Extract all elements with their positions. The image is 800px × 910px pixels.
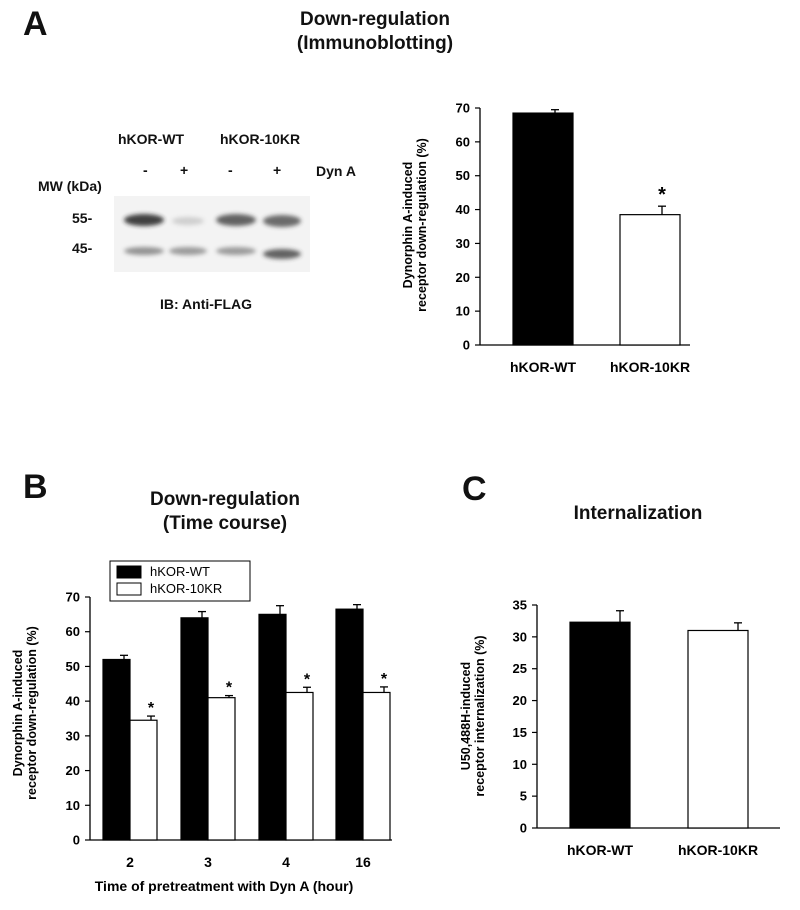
chart-b-plot: 0 10 20 30 40 50 60 70 2 3 4 16 * * * * (66, 590, 392, 870)
chart-b-bar-s0-0 (102, 658, 131, 841)
chart-c-xtick-label-1: hKOR-10KR (678, 842, 758, 858)
chart-c-ylabel-line1: U50,488H-induced (459, 662, 473, 770)
chart-a-ylabel-line1: Dynorphin A-induced (401, 162, 415, 289)
chart-c-ytick-label-0: 0 (520, 821, 527, 836)
chart-c-ytick-label-25: 25 (513, 661, 527, 676)
chart-a-ytick-label-10: 10 (456, 304, 470, 319)
blot-group-label-10kr: hKOR-10KR (220, 131, 301, 147)
chart-b-bar-s0-3 (335, 608, 364, 841)
chart-c-plot: 0 5 10 15 20 25 30 35 hKOR-WT hKOR-10KR (513, 598, 780, 858)
chart-b-ylabel-line1: Dynorphin A-induced (11, 650, 25, 777)
chart-c: U50,488H-induced receptor internalizatio… (459, 598, 780, 858)
chart-b-ytick-label-70: 70 (66, 590, 80, 605)
chart-a-ytick-label-60: 60 (456, 134, 470, 149)
blot-lane-treatment-3: - (228, 162, 233, 178)
blot-ib-label: IB: Anti-FLAG (160, 296, 253, 312)
chart-a: Dynorphin A-induced receptor down-regula… (401, 101, 691, 376)
chart-a-ytick-label-20: 20 (456, 270, 470, 285)
chart-b-ytick-label-10: 10 (66, 798, 80, 813)
chart-b-bar-s1-0 (129, 719, 158, 841)
chart-c-ytick-label-5: 5 (520, 789, 527, 804)
chart-b-xtick-label-3: 16 (355, 854, 371, 870)
chart-b: Dynorphin A-induced receptor down-regula… (11, 560, 392, 894)
chart-b-legend-label-10kr: hKOR-10KR (150, 581, 222, 596)
blot-lane-treatment-2: + (180, 162, 189, 178)
chart-b-legend-swatch-wt (116, 565, 142, 579)
panel-b-letter: B (23, 468, 48, 506)
chart-c-ytick-label-30: 30 (513, 629, 527, 644)
chart-b-ytick-label-40: 40 (66, 694, 80, 709)
chart-b-significance-1: * (226, 680, 233, 697)
chart-c-bar-0 (569, 621, 631, 829)
panel-a-title-line1: Down-regulation (300, 9, 450, 30)
chart-c-ylabel: U50,488H-induced receptor internalizatio… (459, 635, 487, 796)
chart-a-bar-1 (619, 214, 681, 346)
chart-a-ytick-label-40: 40 (456, 202, 470, 217)
chart-b-ytick-label-20: 20 (66, 763, 80, 778)
panel-a-title-line2: (Immunoblotting) (296, 33, 454, 54)
chart-b-ytick-label-0: 0 (73, 833, 80, 848)
chart-c-ytick-label-20: 20 (513, 693, 527, 708)
chart-b-ylabel: Dynorphin A-induced receptor down-regula… (11, 626, 39, 800)
chart-a-ytick-label-30: 30 (456, 236, 470, 251)
blot-marker-55: 55- (72, 210, 93, 226)
chart-a-ytick-label-0: 0 (463, 338, 470, 353)
chart-b-significance-3: * (381, 671, 388, 688)
chart-c-ylabel-line2: receptor internalization (%) (473, 635, 487, 796)
chart-b-ylabel-line2: receptor down-regulation (%) (25, 626, 39, 800)
chart-b-ytick-label-60: 60 (66, 624, 80, 639)
chart-b-bar-s0-2 (258, 613, 287, 841)
panel-b-title-line2: (Time course) (162, 513, 288, 534)
chart-b-xtick-label-2: 4 (282, 854, 290, 870)
chart-a-ytick-label-50: 50 (456, 168, 470, 183)
chart-c-ytick-label-15: 15 (513, 725, 527, 740)
chart-b-legend-swatch-10kr (116, 582, 142, 596)
chart-a-plot: 0 10 20 30 40 50 60 70 hKOR-WT hKOR-10KR * (456, 101, 691, 376)
chart-b-bar-s0-1 (180, 617, 209, 841)
chart-a-significance-1: * (658, 184, 666, 206)
chart-c-bar-1 (687, 629, 749, 829)
chart-a-bar-0 (512, 112, 574, 346)
chart-a-ytick-label-70: 70 (456, 101, 470, 116)
chart-b-significance-2: * (304, 671, 311, 688)
chart-b-bar-s1-3 (362, 691, 391, 841)
western-blot-image (114, 196, 310, 272)
chart-b-ytick-label-50: 50 (66, 659, 80, 674)
panel-a-letter: A (23, 5, 48, 43)
chart-b-bar-s1-1 (207, 697, 236, 841)
blot-lane-treatment-4: + (273, 162, 282, 178)
chart-c-xtick-label-0: hKOR-WT (567, 842, 634, 858)
chart-a-ylabel-line2: receptor down-regulation (%) (415, 138, 429, 312)
chart-b-legend-label-wt: hKOR-WT (150, 564, 210, 579)
chart-a-xtick-label-1: hKOR-10KR (610, 359, 690, 375)
chart-c-ytick-label-10: 10 (513, 757, 527, 772)
panel-b-title-line1: Down-regulation (150, 489, 300, 510)
panel-c-letter: C (462, 470, 487, 508)
chart-b-xtick-label-0: 2 (126, 854, 134, 870)
chart-b-bar-s1-2 (285, 691, 314, 841)
western-blot-bands (124, 214, 301, 259)
chart-a-ylabel: Dynorphin A-induced receptor down-regula… (401, 138, 429, 312)
chart-a-xtick-label-0: hKOR-WT (510, 359, 577, 375)
blot-marker-45: 45- (72, 240, 93, 256)
chart-b-xtick-label-1: 3 (204, 854, 212, 870)
chart-b-significance-0: * (148, 700, 155, 717)
chart-b-ytick-label-30: 30 (66, 728, 80, 743)
chart-b-xlabel: Time of pretreatment with Dyn A (hour) (95, 878, 354, 894)
blot-group-label-wt: hKOR-WT (118, 131, 185, 147)
blot-treatment-label: Dyn A (316, 163, 356, 179)
panel-c-title: Internalization (573, 503, 703, 524)
blot-lane-treatment-1: - (143, 162, 148, 178)
panel-b-title: Down-regulation (Time course) (100, 488, 350, 536)
chart-b-legend: hKOR-WT hKOR-10KR (109, 560, 251, 602)
panel-a-title: Down-regulation (Immunoblotting) (250, 8, 500, 56)
chart-c-ytick-label-35: 35 (513, 598, 527, 613)
blot-mw-label: MW (kDa) (38, 178, 102, 194)
